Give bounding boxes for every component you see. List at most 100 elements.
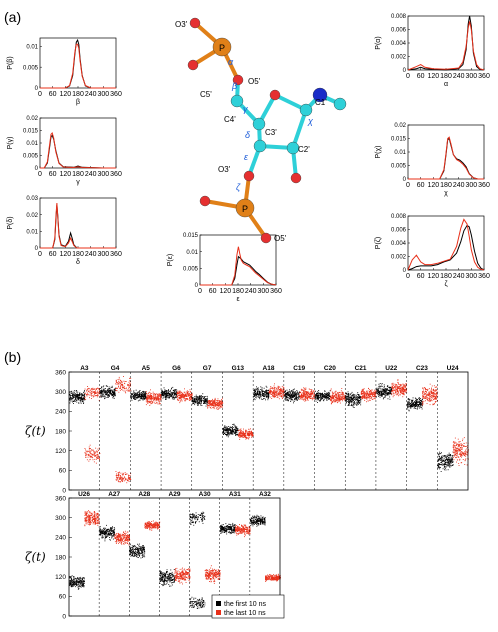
data-point-first xyxy=(79,395,80,396)
data-point-first xyxy=(416,408,418,410)
data-point-first xyxy=(84,397,85,399)
data-point-first xyxy=(112,390,114,392)
data-point-last xyxy=(305,397,307,399)
data-point-last xyxy=(187,394,189,396)
data-point-first xyxy=(69,402,71,404)
data-point-last xyxy=(238,435,239,437)
data-point-last xyxy=(118,381,120,383)
data-point-first xyxy=(357,397,358,399)
data-point-first xyxy=(198,402,200,403)
data-point-first xyxy=(266,391,268,393)
data-point-last xyxy=(271,398,273,399)
data-point-last xyxy=(120,476,122,478)
data-point-first xyxy=(235,427,237,428)
data-point-first xyxy=(345,393,347,395)
x-axis-label: ε xyxy=(236,296,239,303)
data-point-last xyxy=(147,394,149,396)
data-point-last xyxy=(370,389,372,391)
data-point-last xyxy=(124,472,126,474)
data-point-last xyxy=(399,394,401,396)
data-point-last xyxy=(121,473,123,475)
data-point-first xyxy=(111,392,113,394)
data-point-last xyxy=(333,393,334,394)
data-point-first xyxy=(326,400,328,401)
data-point-first xyxy=(143,391,144,393)
data-point-first xyxy=(287,393,289,394)
data-point-first xyxy=(290,401,292,402)
data-point-first xyxy=(318,398,319,400)
data-point-first xyxy=(291,390,293,391)
data-point-first xyxy=(102,390,103,392)
data-point-first xyxy=(194,401,196,403)
data-point-first xyxy=(141,394,142,396)
data-point-first xyxy=(298,396,300,397)
data-point-last xyxy=(400,390,401,391)
data-point-first xyxy=(113,393,115,394)
data-point-first xyxy=(317,391,319,393)
data-point-first xyxy=(172,398,174,400)
data-point-last xyxy=(366,396,367,398)
data-point-last xyxy=(122,389,124,391)
data-point-last xyxy=(119,379,121,381)
data-point-first xyxy=(195,396,197,398)
data-point-first xyxy=(81,393,83,394)
data-point-first xyxy=(360,400,362,402)
data-point-last xyxy=(126,478,128,480)
data-point-first xyxy=(168,394,170,396)
data-point-last xyxy=(278,394,280,396)
data-point-last xyxy=(269,392,271,394)
data-point-first xyxy=(168,392,169,393)
x-tick-label: 240 xyxy=(85,91,97,98)
data-point-first xyxy=(319,394,321,396)
data-point-last xyxy=(216,404,218,405)
data-point-first xyxy=(266,392,268,394)
data-point-first xyxy=(112,392,113,393)
data-point-first xyxy=(357,404,359,405)
data-point-last xyxy=(240,436,242,437)
data-point-first xyxy=(293,392,294,394)
data-point-last xyxy=(153,398,155,400)
data-point-first xyxy=(259,392,260,393)
data-point-first xyxy=(318,393,320,394)
data-point-last xyxy=(154,394,156,396)
data-point-last xyxy=(369,398,371,400)
data-point-first xyxy=(379,390,381,392)
data-point-first xyxy=(197,403,199,405)
data-point-first xyxy=(381,392,382,393)
data-point-last xyxy=(245,433,247,435)
data-point-last xyxy=(191,394,192,395)
data-point-first xyxy=(235,429,237,431)
data-point-first xyxy=(324,395,326,397)
data-point-first xyxy=(166,395,167,397)
data-point-last xyxy=(118,474,120,476)
data-point-last xyxy=(362,388,364,390)
data-point-last xyxy=(339,395,341,397)
data-point-first xyxy=(353,407,355,408)
data-point-last xyxy=(128,384,130,386)
x-tick-label: 180 xyxy=(440,273,452,280)
data-point-first xyxy=(255,395,257,396)
data-point-first xyxy=(296,395,297,397)
data-point-first xyxy=(389,391,391,393)
data-point-last xyxy=(221,402,223,404)
data-point-last xyxy=(422,389,424,391)
data-point-first xyxy=(81,398,82,400)
data-point-first xyxy=(288,394,290,396)
data-point-last xyxy=(188,393,190,395)
data-point-last xyxy=(207,400,209,402)
series-line xyxy=(40,204,116,249)
data-point-last xyxy=(372,396,374,397)
data-point-last xyxy=(130,378,132,379)
data-point-first xyxy=(265,399,266,401)
data-point-first xyxy=(77,395,79,397)
data-point-first xyxy=(107,393,108,395)
data-point-last xyxy=(276,391,278,393)
data-point-first xyxy=(231,426,233,427)
data-point-last xyxy=(373,392,375,393)
data-point-last xyxy=(147,398,148,400)
y-tick-label: 0.005 xyxy=(23,65,39,71)
x-axis-label: γ xyxy=(76,179,80,186)
data-point-last xyxy=(207,407,209,409)
data-point-last xyxy=(302,395,304,397)
residue-label: G6 xyxy=(172,365,181,372)
